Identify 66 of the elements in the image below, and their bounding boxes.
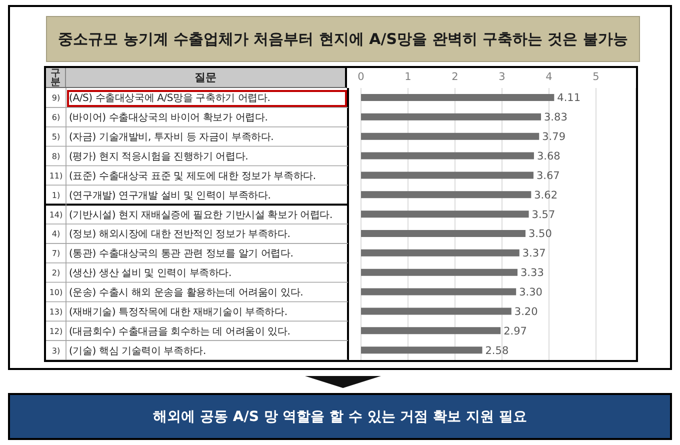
y-tick-label: (통관) 수출대상국의 통관 관련 정보를 알기 어렵다. [69, 248, 294, 260]
y-tick-label: (평가) 현지 적응시험을 진행하기 어렵다. [69, 152, 248, 162]
bar [361, 210, 529, 218]
x-tick-label: 2 [452, 71, 458, 83]
data-label: 4.11 [557, 92, 581, 104]
y-tick-label: (대금회수) 수출대금을 회수하는 데 어려움이 있다. [69, 326, 290, 338]
bar [361, 132, 540, 140]
data-label: 3.79 [542, 131, 566, 144]
chart-title: 중소규모 농기계 수출업체가 처음부터 현지에 A/S망을 완벽히 구축하는 것은 불가능 [46, 16, 640, 62]
text: 6) [52, 113, 60, 122]
x-tick-label: 4 [546, 71, 553, 83]
text: 구분 [46, 68, 66, 88]
y-tick-label: (A/S) 수출대상국에 A/S망을 구축하기 어렵다. [69, 93, 270, 104]
text: 7) [52, 249, 60, 258]
y-axis-title: 질문 [194, 70, 218, 86]
data-label: 3.37 [522, 248, 546, 260]
bar [361, 230, 526, 237]
bar [361, 288, 516, 296]
bar [361, 327, 501, 334]
y-tick-label: (표준) 수출대상국 표준 및 제도에 대한 정보가 부족하다. [69, 170, 316, 182]
data-label: 3.67 [536, 170, 560, 182]
bar [361, 249, 520, 256]
text: 10) [49, 288, 63, 297]
text: 해외에 공동 A/S 망 역할을 할 수 있는 거점 확보 지원 필요 [8, 393, 672, 440]
x-tick-label: 1 [404, 71, 412, 83]
text: 14) [49, 210, 63, 220]
data-label: 3.33 [520, 267, 544, 280]
bar [361, 346, 482, 354]
y-tick-label: (기반시설) 현지 재배실증에 필요한 기반시설 확보가 어렵다. [69, 210, 332, 221]
bar [361, 152, 534, 160]
y-tick-label: (생산) 생산 설비 및 인력이 부족하다. [69, 268, 232, 280]
x-tick-label: 3 [498, 71, 506, 83]
data-label: 3.30 [519, 286, 542, 299]
data-label: 3.20 [514, 306, 538, 318]
y-tick-label: (운송) 수출시 해외 운송을 활용하는데 어려움이 있다. [69, 288, 304, 298]
bar [361, 191, 532, 198]
bar [361, 113, 542, 120]
bar [361, 308, 512, 315]
data-label: 2.97 [504, 325, 527, 338]
data-label: 3.68 [536, 150, 560, 163]
x-tick-label: 5 [592, 71, 600, 83]
y-tick-label: (기술) 핵심 기술력이 부족하다. [69, 346, 206, 357]
text: 1) [52, 190, 60, 200]
data-label: 3.57 [532, 208, 556, 221]
x-tick-label: 0 [358, 71, 364, 83]
y-tick-label: (연구개발) 연구개발 설비 및 인력이 부족하다. [69, 190, 271, 202]
data-label: 3.83 [544, 112, 568, 124]
text: 8) [52, 152, 60, 161]
text: 11) [49, 171, 63, 180]
text: 3) [52, 346, 60, 356]
y-tick-label: (재배기술) 특정작목에 대한 재배기술이 부족하다. [69, 306, 288, 318]
data-label: 3.62 [534, 189, 558, 202]
text: 13) [49, 307, 63, 316]
y-tick-label: (정보) 해외시장에 대한 전반적인 정보가 부족하다. [69, 229, 290, 240]
text: 9) [52, 94, 60, 103]
bar [361, 268, 518, 276]
text: 12) [49, 326, 63, 336]
data-label: 2.58 [485, 344, 509, 357]
bar [361, 94, 554, 101]
text: 5) [52, 132, 60, 142]
text: 4) [52, 230, 60, 239]
text: 2) [52, 268, 60, 278]
y-tick-label: (바이어) 수출대상국의 바이어 확보가 어렵다. [69, 112, 268, 124]
y-tick-label: (자금) 기술개발비, 투자비 등 자금이 부족하다. [69, 132, 274, 144]
bar [361, 172, 534, 179]
data-label: 3.50 [528, 228, 552, 240]
